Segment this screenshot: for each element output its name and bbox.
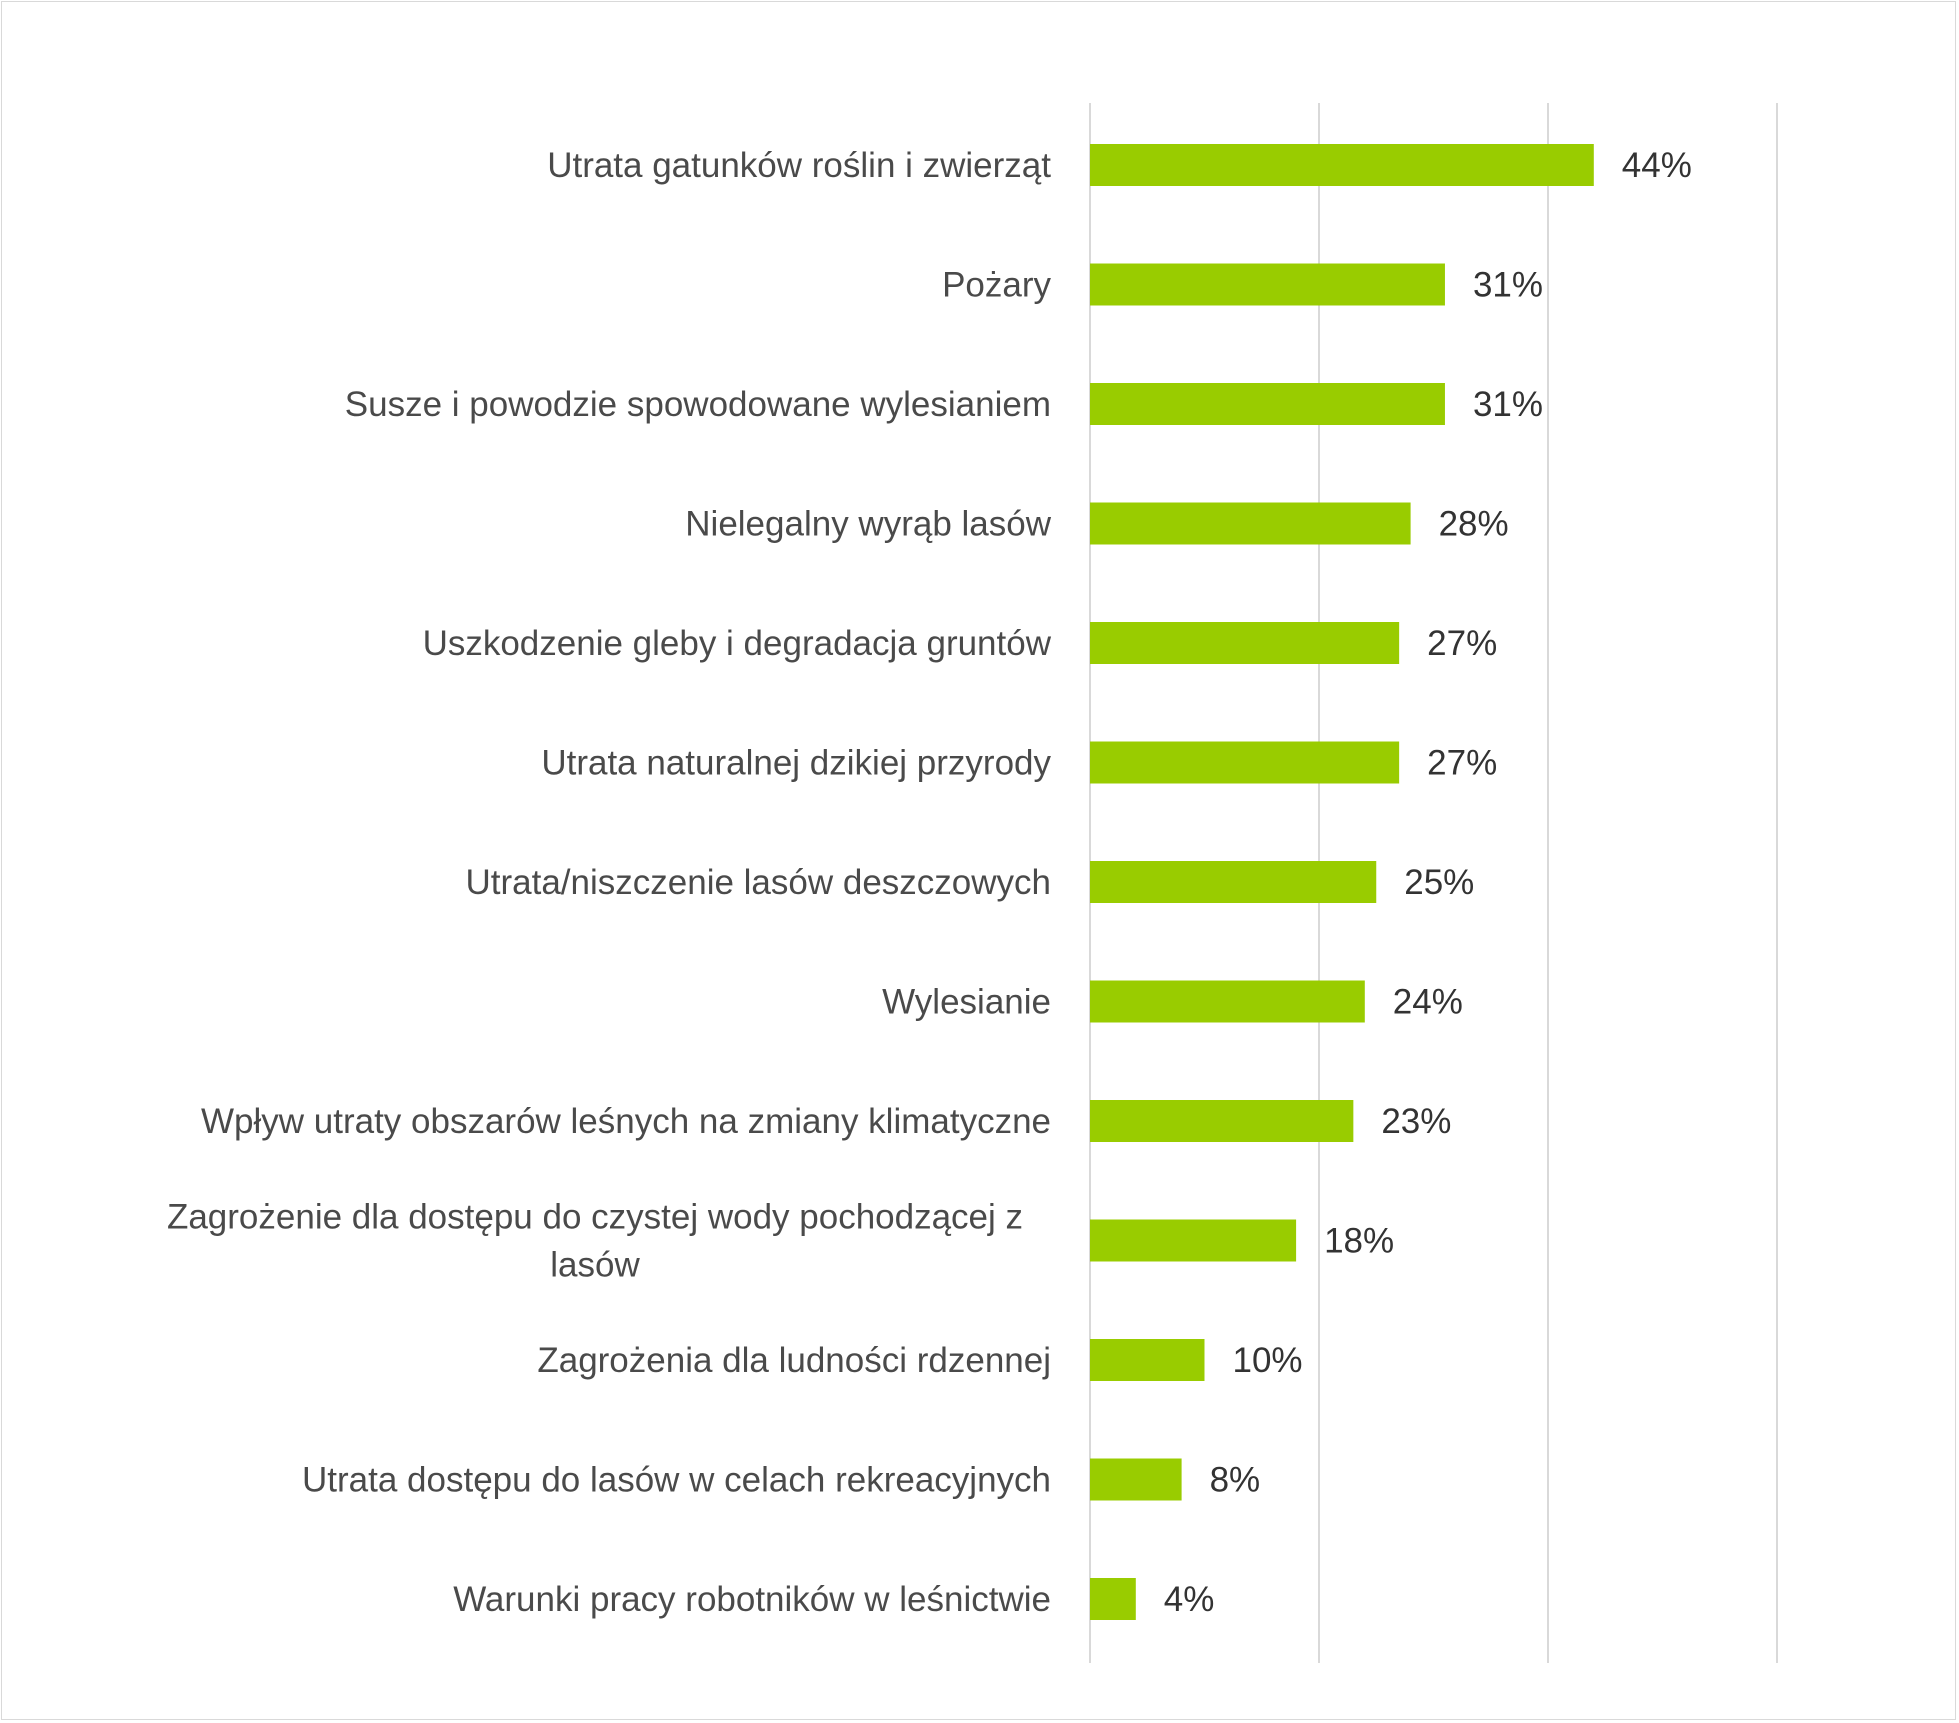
bar-8 [1090,1100,1354,1142]
category-label-2: Susze i powodzie spowodowane wylesianiem [345,385,1051,424]
bar-10 [1090,1339,1205,1381]
bar-4 [1090,622,1400,664]
bar-2 [1090,383,1445,425]
category-label-10: Zagrożenia dla ludności rdzennej [537,1341,1051,1380]
bar-3 [1090,502,1411,545]
value-label-6: 25% [1404,863,1474,902]
category-label-9: Zagrożenie dla dostępu do czystej wody p… [167,1198,1023,1285]
value-label-2: 31% [1473,385,1543,424]
bar-6 [1090,861,1377,903]
category-label-12: Warunki pracy robotników w leśnictwie [453,1580,1051,1619]
category-label-6: Utrata/niszczenie lasów deszczowych [465,863,1051,902]
category-label-11: Utrata dostępu do lasów w celach rekreac… [302,1461,1051,1500]
value-label-9: 18% [1324,1222,1394,1261]
bar-12 [1090,1578,1136,1620]
value-label-10: 10% [1233,1341,1303,1380]
category-label-3: Nielegalny wyrąb lasów [685,505,1051,544]
bar-9 [1090,1219,1297,1262]
category-label-5: Utrata naturalnej dzikiej przyrody [541,744,1051,783]
value-label-11: 8% [1210,1461,1261,1500]
value-labels: 44% 31% 31% 28% 27% 27% 25% 24% 23% 18% 10% 8% 4% [1164,146,1692,1619]
bar-1 [1090,263,1445,306]
value-label-5: 27% [1427,744,1497,783]
bar-5 [1090,741,1400,784]
value-label-3: 28% [1439,505,1509,544]
category-label-1: Pożary [942,266,1051,305]
value-label-7: 24% [1393,983,1463,1022]
bar-7 [1090,980,1365,1023]
value-label-12: 4% [1164,1580,1215,1619]
category-label-7: Wylesianie [882,983,1051,1022]
bar-11 [1090,1458,1182,1501]
value-label-0: 44% [1622,146,1692,185]
category-label-4: Uszkodzenie gleby i degradacja gruntów [423,624,1052,663]
value-label-1: 31% [1473,266,1543,305]
category-label-8: Wpływ utraty obszarów leśnych na zmiany … [201,1102,1051,1141]
value-label-8: 23% [1381,1102,1451,1141]
category-label-0: Utrata gatunków roślin i zwierząt [547,146,1051,185]
bars [1090,144,1594,1620]
bar-0 [1090,144,1594,186]
category-labels: Utrata gatunków roślin i zwierząt Pożary S… [167,146,1052,1619]
value-label-4: 27% [1427,624,1497,663]
